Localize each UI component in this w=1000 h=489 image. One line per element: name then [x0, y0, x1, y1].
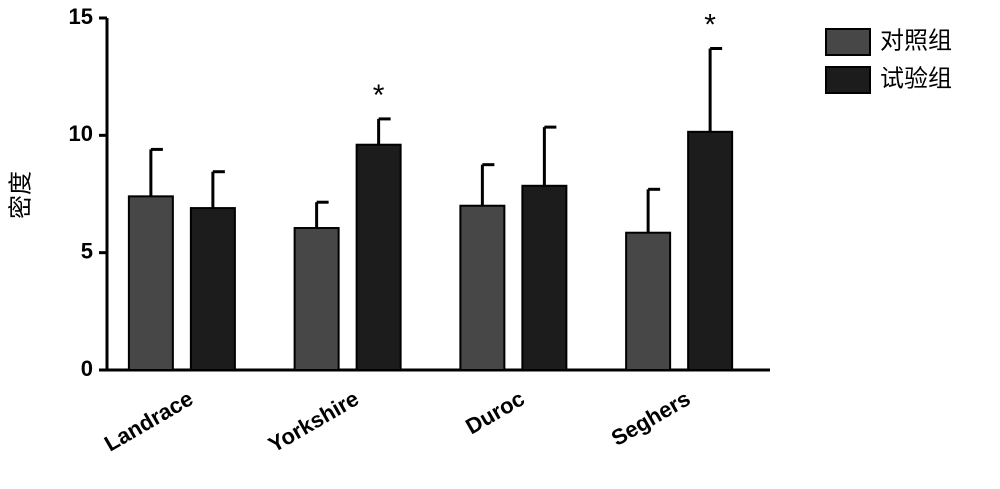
bar	[127, 195, 174, 371]
legend-label: 对照组	[880, 27, 952, 54]
x-tick-label: Landrace	[100, 386, 197, 457]
bar	[189, 207, 236, 371]
bar	[687, 130, 734, 371]
y-tick-label: 10	[69, 121, 93, 146]
x-tick-label: Yorkshire	[264, 386, 363, 458]
x-tick-label: Seghers	[607, 386, 695, 451]
significance-label: *	[373, 79, 385, 112]
legend-swatch	[825, 66, 871, 94]
bar	[355, 143, 402, 371]
bar	[521, 184, 568, 371]
y-tick-label: 5	[81, 238, 93, 263]
y-axis-label: 密度	[7, 171, 34, 219]
y-tick-label: 0	[81, 356, 93, 381]
bar	[459, 204, 506, 371]
significance-label: *	[704, 8, 716, 41]
x-tick-label: Duroc	[461, 386, 529, 439]
y-tick-label: 15	[69, 4, 93, 29]
legend-swatch	[825, 28, 871, 56]
bar	[625, 231, 672, 371]
bar	[293, 227, 340, 371]
legend-label: 试验组	[880, 65, 952, 92]
